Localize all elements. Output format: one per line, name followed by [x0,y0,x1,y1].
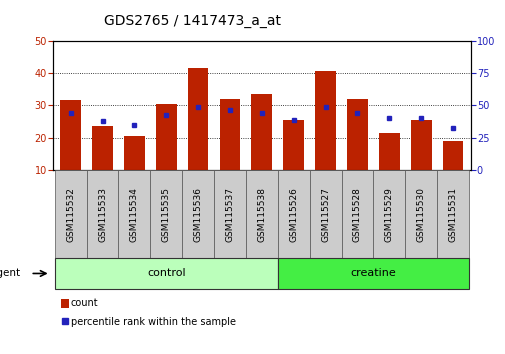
Text: count: count [71,298,98,308]
Text: GSM115530: GSM115530 [416,187,425,242]
Bar [410,120,431,170]
Bar [60,101,81,170]
Text: GSM115527: GSM115527 [321,187,329,242]
Bar [219,99,240,170]
Bar [92,126,113,170]
Bar [187,68,208,170]
Text: creatine: creatine [350,268,395,279]
Text: GSM115532: GSM115532 [66,187,75,242]
Bar [283,120,304,170]
Text: GSM115538: GSM115538 [257,187,266,242]
Text: GSM115534: GSM115534 [130,187,138,242]
Bar [442,141,463,170]
Text: GSM115531: GSM115531 [447,187,457,242]
Text: GSM115529: GSM115529 [384,187,393,242]
Text: GSM115526: GSM115526 [289,187,297,242]
Text: GSM115533: GSM115533 [98,187,107,242]
Bar [124,136,144,170]
Bar [378,133,399,170]
Text: percentile rank within the sample: percentile rank within the sample [71,317,235,327]
Bar [346,99,367,170]
Text: agent: agent [0,268,20,279]
Text: GSM115535: GSM115535 [162,187,170,242]
Text: GSM115537: GSM115537 [225,187,234,242]
Text: GDS2765 / 1417473_a_at: GDS2765 / 1417473_a_at [104,14,280,28]
Text: GSM115536: GSM115536 [193,187,202,242]
Bar [315,72,335,170]
Bar [251,94,272,170]
Bar [156,104,176,170]
Text: control: control [146,268,185,279]
Text: GSM115528: GSM115528 [352,187,361,242]
